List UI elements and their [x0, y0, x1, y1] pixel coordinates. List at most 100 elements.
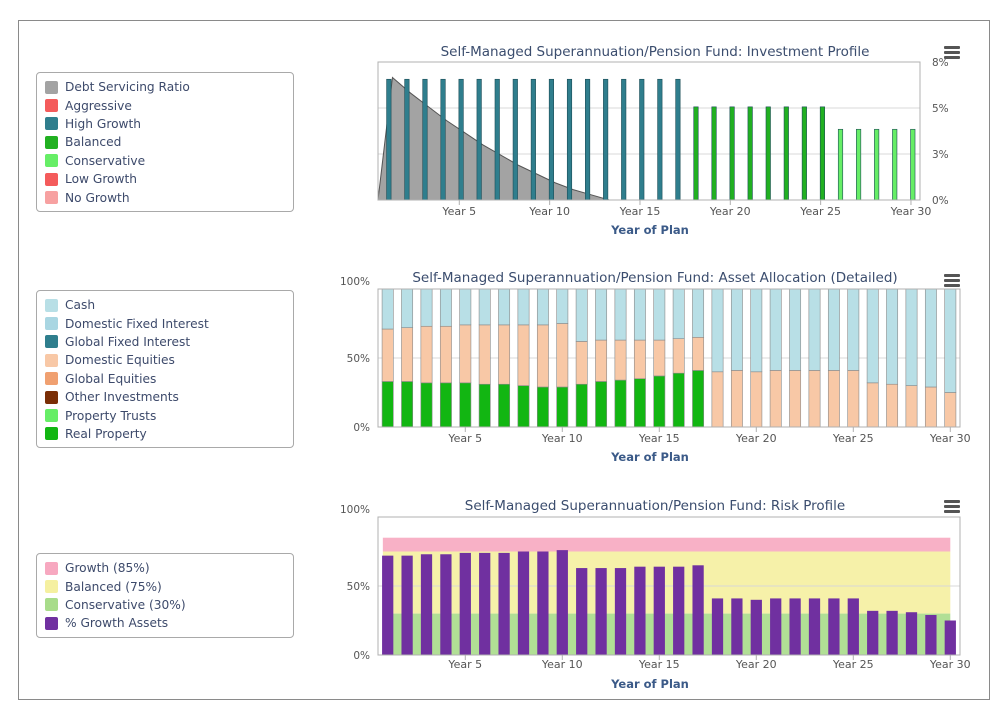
bar-high-growth — [548, 78, 554, 201]
x-tick-label: Year 25 — [832, 658, 874, 671]
bar-domestic-equities — [614, 339, 627, 381]
y-tick-label: 8% — [932, 57, 949, 69]
legend-investment-profile: Debt Servicing Ratio Aggressive High Growt… — [36, 72, 294, 212]
legend-swatch — [45, 191, 58, 205]
legend-label: Balanced — [65, 135, 122, 150]
legend-item[interactable]: Real Property — [45, 425, 293, 443]
bar-high-growth — [585, 78, 591, 201]
bar-high-growth — [458, 78, 464, 201]
bar-cash — [866, 288, 879, 384]
legend-item[interactable]: Domestic Fixed Interest — [45, 314, 293, 332]
bar--growth-assets — [692, 565, 704, 655]
bar-cash — [750, 288, 763, 373]
bar-balanced — [711, 106, 717, 201]
legend-label: Aggressive — [65, 98, 132, 113]
y-tick-label: 100% — [340, 504, 370, 516]
x-tick-label: Year 15 — [638, 432, 680, 445]
bar-high-growth — [494, 78, 500, 201]
bar--growth-assets — [401, 555, 413, 655]
legend-label: Conservative (30%) — [65, 597, 186, 612]
bar-domestic-equities — [944, 392, 957, 428]
legend-label: Global Fixed Interest — [65, 334, 191, 349]
bar-cash — [711, 288, 724, 373]
y-tick-label: 5% — [932, 103, 949, 115]
bar-cash — [886, 288, 899, 385]
bar-cash — [595, 288, 608, 341]
bar-high-growth — [512, 78, 518, 201]
bar-cash — [575, 288, 588, 342]
bar-cash — [924, 288, 937, 388]
bar-real-property — [478, 383, 491, 428]
bar-real-property — [575, 383, 588, 428]
x-axis-title: Year of Plan — [610, 677, 689, 691]
bar--growth-assets — [420, 554, 433, 655]
hamburger-menu-icon[interactable] — [944, 274, 960, 288]
bar--growth-assets — [556, 550, 568, 655]
bar--growth-assets — [634, 566, 646, 655]
bar-cash — [633, 288, 646, 341]
legend-item[interactable]: Property Trusts — [45, 406, 293, 424]
legend-item[interactable]: % Growth Assets — [45, 614, 293, 632]
legend-item[interactable]: High Growth — [45, 115, 293, 133]
chart-title: Self-Managed Superannuation/Pension Fund… — [465, 498, 845, 514]
bar--growth-assets — [653, 566, 665, 655]
legend-item[interactable]: Aggressive — [45, 96, 293, 114]
bar--growth-assets — [905, 612, 918, 655]
x-tick-label: Year 15 — [619, 205, 661, 218]
x-tick-label: Year 25 — [799, 205, 841, 218]
legend-asset-allocation: Cash Domestic Fixed Interest Global Fixed … — [36, 290, 294, 449]
x-axis-title: Year of Plan — [610, 450, 689, 464]
bar-balanced — [783, 106, 789, 201]
legend-item[interactable]: Other Investments — [45, 388, 293, 406]
hamburger-menu-icon[interactable] — [944, 46, 960, 60]
legend-label: No Growth — [65, 190, 130, 205]
legend-item[interactable]: Balanced — [45, 133, 293, 151]
x-tick-label: Year 5 — [447, 658, 482, 671]
bar-domestic-equities — [595, 339, 608, 382]
x-tick-label: Year 30 — [929, 432, 971, 445]
legend-item[interactable]: Global Fixed Interest — [45, 333, 293, 351]
chart-title: Self-Managed Superannuation/Pension Fund… — [441, 44, 870, 60]
bar-real-property — [517, 385, 530, 428]
hamburger-menu-icon[interactable] — [944, 500, 960, 514]
bar-cash — [847, 288, 860, 371]
legend-item[interactable]: Growth (85%) — [45, 559, 293, 577]
legend-item[interactable]: Debt Servicing Ratio — [45, 78, 293, 96]
bar-real-property — [420, 382, 433, 428]
bar-cash — [459, 288, 472, 326]
bar-cash — [556, 288, 569, 324]
legend-swatch — [45, 580, 58, 594]
bar-domestic-equities — [924, 386, 937, 428]
bar-cash — [498, 288, 511, 326]
bar-real-property — [556, 386, 569, 428]
legend-item[interactable]: No Growth — [45, 188, 293, 206]
bar-real-property — [653, 375, 666, 428]
legend-swatch — [45, 335, 58, 349]
legend-item[interactable]: Domestic Equities — [45, 351, 293, 369]
bar-domestic-equities — [420, 325, 433, 384]
legend-label: Domestic Fixed Interest — [65, 316, 209, 331]
bar-domestic-equities — [905, 385, 918, 428]
bar-domestic-equities — [459, 324, 472, 384]
legend-item[interactable]: Low Growth — [45, 170, 293, 188]
legend-item[interactable]: Cash — [45, 296, 293, 314]
legend-item[interactable]: Global Equities — [45, 370, 293, 388]
x-tick-label: Year 20 — [709, 205, 751, 218]
bar--growth-assets — [440, 554, 452, 655]
legend-swatch — [45, 80, 58, 94]
bar-cash — [381, 288, 394, 330]
legend-item[interactable]: Balanced (75%) — [45, 577, 293, 595]
bar-domestic-equities — [672, 338, 685, 374]
bar-domestic-equities — [827, 370, 840, 428]
legend-item[interactable]: Conservative — [45, 152, 293, 170]
bar-high-growth — [386, 78, 392, 201]
bar-domestic-equities — [478, 324, 491, 385]
bar--growth-assets — [925, 614, 937, 655]
legend-swatch — [45, 616, 58, 630]
x-tick-label: Year 10 — [541, 432, 583, 445]
bar-conservative — [892, 128, 898, 201]
bar-cash — [730, 288, 743, 371]
plot-frame — [377, 61, 921, 201]
legend-item[interactable]: Conservative (30%) — [45, 596, 293, 614]
legend-risk-profile: Growth (85%) Balanced (75%) Conservative (… — [36, 553, 294, 638]
